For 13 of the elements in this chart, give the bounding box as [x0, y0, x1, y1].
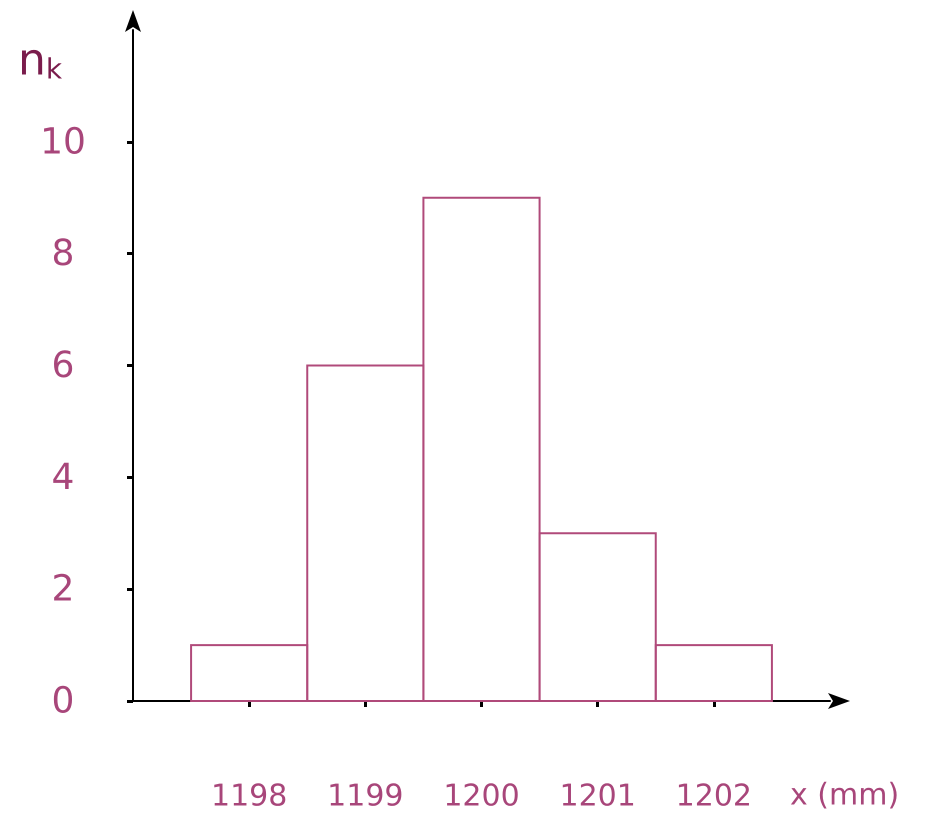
x-tick-label: 1202 [676, 778, 752, 814]
x-axis-title: x (mm) [790, 778, 900, 812]
x-tick-label: 1200 [443, 778, 520, 814]
x-tick-label: 1201 [559, 778, 636, 814]
y-tick-label: 4 [52, 456, 74, 498]
y-tick-label: 6 [52, 345, 74, 386]
y-tick-label: 2 [52, 568, 74, 610]
x-tick-label: 1198 [210, 778, 288, 814]
x-tick-label: 1199 [327, 778, 404, 814]
y-tick-label: 8 [52, 233, 74, 274]
y-axis-title: nk [18, 34, 63, 86]
y-tick-label: 0 [52, 680, 74, 722]
y-tick-label: 10 [40, 121, 86, 162]
